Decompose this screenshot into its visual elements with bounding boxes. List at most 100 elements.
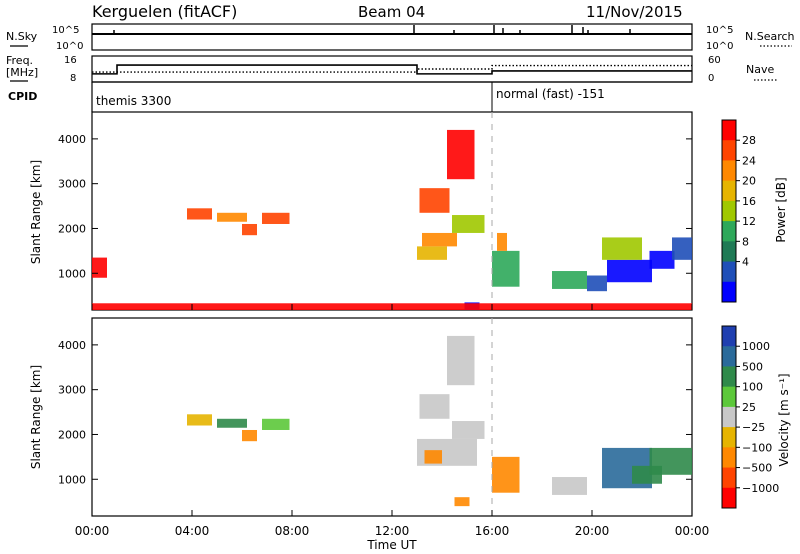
power-panel: Slant Range [km] 1000 2000 3000 4000 28 24 20… [29, 111, 788, 311]
power-echo-patch [607, 259, 652, 283]
power-ytick-label: 1000 [58, 267, 86, 280]
velocity-colorbar-swatch [722, 346, 736, 367]
velocity-ytick-label: 4000 [58, 339, 86, 352]
cpid-label: CPID [8, 90, 37, 103]
time-axis: 00:00 04:00 08:00 12:00 16:00 20:00 00:00 [75, 304, 710, 538]
nsearch-tick-top: 10^5 [706, 25, 733, 36]
velocity-colorbar-tick-label: 100 [742, 381, 763, 394]
velocity-colorbar-swatch [722, 366, 736, 388]
power-echo-patch [492, 250, 520, 287]
power-echo-patch [452, 215, 485, 233]
velocity-ytick-label: 2000 [58, 428, 86, 441]
velocity-echo-patch [454, 497, 470, 507]
velocity-colorbar-tick-label: 1000 [742, 340, 770, 353]
freq-label-line2: [MHz] [6, 66, 38, 79]
power-y-ticks: 1000 2000 3000 4000 [58, 133, 692, 280]
power-ytick-label: 3000 [58, 178, 86, 191]
time-tick-label: 04:00 [175, 524, 210, 538]
velocity-echo-patch [447, 335, 475, 386]
freq-panel-frame [91, 55, 693, 83]
time-tick-label: 00:00 [675, 524, 710, 538]
power-echo-patch [417, 246, 447, 260]
time-tick-label: 00:00 [75, 524, 110, 538]
plot-header: Kerguelen (fitACF) Beam 04 11/Nov/2015 [92, 2, 683, 21]
time-tick-label: 16:00 [475, 524, 510, 538]
date-title: 11/Nov/2015 [586, 3, 683, 21]
freq-tick-bottom: 8 [70, 73, 76, 84]
power-echo-patch [422, 232, 457, 247]
power-echo-patch [217, 212, 247, 222]
nave-label: Nave [746, 63, 774, 76]
power-colorbar-swatch [722, 281, 736, 303]
station-title: Kerguelen (fitACF) [92, 2, 237, 21]
power-colorbar-swatch [722, 200, 736, 222]
velocity-colorbar-tick-label: −25 [742, 421, 765, 434]
power-colorbar: 28 24 20 16 12 8 4 [721, 119, 756, 303]
velocity-colorbar-tick-label: −1000 [742, 482, 779, 495]
power-echo-patch [262, 212, 290, 224]
power-echo-patch [552, 271, 587, 289]
power-echo-patch [92, 257, 107, 278]
velocity-colorbar-swatch [722, 386, 736, 408]
power-ylabel: Slant Range [km] [29, 160, 43, 264]
nsky-tick-bottom: 10^0 [56, 41, 83, 52]
status-panels: N.Sky 10^5 10^0 N.Search 10^5 10^0 Freq.… [6, 23, 795, 112]
velocity-colorbar-tick-label: 25 [742, 401, 756, 414]
power-echo-patch [497, 232, 507, 251]
velocity-ytick-label: 1000 [58, 473, 86, 486]
velocity-echo-patch [424, 450, 442, 464]
velocity-echo-patch [419, 394, 450, 419]
time-axis-label: Time UT [366, 538, 417, 552]
power-echo-patch [649, 250, 675, 269]
power-colorbar-swatch [722, 180, 736, 202]
velocity-echo-patch [262, 418, 290, 430]
nsky-spikes [113, 25, 631, 34]
velocity-colorbar-frame [721, 325, 737, 509]
cpid-mode-1: themis 3300 [96, 94, 171, 108]
beam-title: Beam 04 [358, 3, 425, 21]
power-colorbar-tick-label: 24 [742, 154, 756, 167]
freq-tick-top: 16 [64, 55, 77, 66]
velocity-colorbar-swatch [722, 427, 736, 448]
power-colorbar-tick-label: 20 [742, 175, 756, 188]
power-colorbar-tick-label: 28 [742, 134, 756, 147]
power-ytick-label: 2000 [58, 222, 86, 235]
power-echo-patch [447, 129, 475, 180]
velocity-colorbar-tick-label: −100 [742, 441, 772, 454]
power-colorbar-swatch [722, 241, 736, 263]
velocity-colorbar-swatch [722, 487, 736, 509]
power-echo-patch [419, 188, 450, 213]
nave-tick-top: 60 [708, 55, 721, 66]
velocity-colorbar-label: Velocity [m s⁻¹] [777, 373, 791, 466]
power-colorbar-swatch [722, 120, 736, 141]
nsearch-tick-bottom: 10^0 [706, 41, 733, 52]
power-colorbar-swatch [722, 140, 736, 161]
power-ytick-label: 4000 [58, 133, 86, 146]
power-echo-patch [587, 275, 607, 292]
power-echo-patch [672, 237, 692, 260]
nave-trace [92, 64, 692, 73]
velocity-colorbar-swatch [722, 326, 736, 347]
freq-trace [92, 64, 692, 75]
velocity-patches [187, 335, 692, 507]
freq-label-line1: Freq. [6, 54, 33, 67]
power-echo-patch [187, 208, 212, 220]
time-tick-label: 08:00 [275, 524, 310, 538]
nsky-panel-frame [91, 23, 693, 51]
velocity-echo-patch [452, 421, 485, 439]
velocity-colorbar-swatch [722, 467, 736, 489]
velocity-colorbar-tick-label: 500 [742, 360, 763, 373]
velocity-colorbar-swatch [722, 406, 736, 428]
time-tick-label: 12:00 [375, 524, 410, 538]
nave-tick-bottom: 0 [708, 73, 714, 84]
velocity-ytick-label: 3000 [58, 384, 86, 397]
velocity-ylabel: Slant Range [km] [29, 365, 43, 469]
velocity-y-ticks: 1000 2000 3000 4000 [58, 339, 692, 486]
velocity-echo-patch [552, 477, 587, 495]
velocity-panel: Slant Range [km] 1000 2000 3000 4000 1000 50… [29, 317, 791, 517]
cpid-mode-2: normal (fast) -151 [496, 87, 605, 101]
velocity-echo-patch [242, 429, 257, 442]
velocity-colorbar-swatch [722, 447, 736, 469]
nsearch-label: N.Search [745, 30, 795, 43]
power-colorbar-swatch [722, 221, 736, 242]
